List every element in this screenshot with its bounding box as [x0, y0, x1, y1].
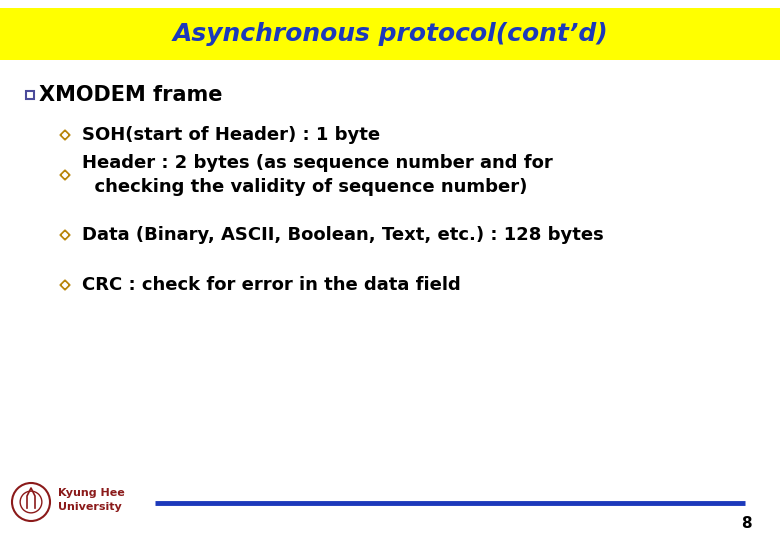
Polygon shape: [60, 230, 70, 240]
Polygon shape: [60, 170, 70, 180]
Text: Asynchronous protocol(cont’d): Asynchronous protocol(cont’d): [172, 22, 608, 46]
Polygon shape: [62, 282, 68, 287]
Text: Header : 2 bytes (as sequence number and for
  checking the validity of sequence: Header : 2 bytes (as sequence number and…: [82, 153, 553, 197]
FancyBboxPatch shape: [0, 8, 780, 60]
Polygon shape: [62, 172, 68, 178]
Text: Kyung Hee: Kyung Hee: [58, 488, 125, 498]
Text: 8: 8: [741, 516, 752, 530]
Polygon shape: [62, 132, 68, 138]
Text: University: University: [58, 502, 122, 512]
Polygon shape: [60, 280, 70, 290]
Polygon shape: [60, 130, 70, 140]
Polygon shape: [62, 233, 68, 238]
Text: Data (Binary, ASCII, Boolean, Text, etc.) : 128 bytes: Data (Binary, ASCII, Boolean, Text, etc.…: [82, 226, 604, 244]
Text: CRC : check for error in the data field: CRC : check for error in the data field: [82, 276, 461, 294]
Text: SOH(start of Header) : 1 byte: SOH(start of Header) : 1 byte: [82, 126, 380, 144]
Text: XMODEM frame: XMODEM frame: [39, 85, 222, 105]
